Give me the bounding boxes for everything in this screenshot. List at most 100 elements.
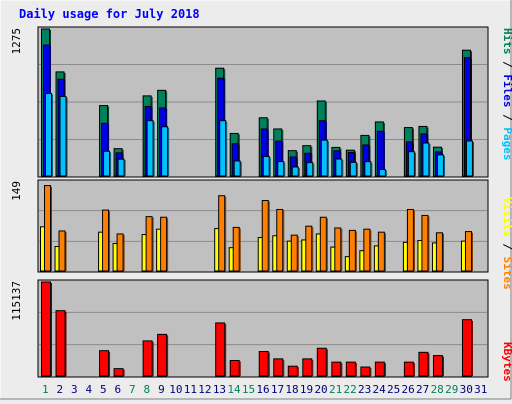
bar-kbytes-day-26 — [403, 361, 415, 377]
chart-panels: 1275 149 115137 — [10, 26, 489, 378]
bar-sites-day-17 — [276, 208, 285, 272]
x-axis-labels: 1 2 3 4 5 6 7 8 9 10 11 12 13 14 15 16 17 18 19 20 21 22 23 24 2… — [42, 383, 487, 396]
bar-kbytes-day-9 — [157, 333, 169, 377]
bar-kbytes-day-8 — [142, 340, 154, 377]
bar-kbytes-day-16 — [258, 351, 270, 377]
bar-pages-day-18 — [291, 166, 300, 177]
legend-item-kbytes: KBytes — [501, 342, 512, 382]
bar-pages-day-22 — [349, 161, 358, 177]
x-tick-label: 1 — [42, 383, 49, 396]
bar-pages-day-23 — [364, 161, 373, 177]
bar-sites-day-6 — [116, 233, 125, 272]
bar-kbytes-day-13 — [215, 322, 227, 377]
bar-sites-day-20 — [319, 216, 328, 272]
y-max-label-kbytes: 115137 — [10, 281, 23, 321]
legend-item-files: Files — [501, 74, 512, 107]
bar-kbytes-day-1 — [41, 281, 52, 377]
bar-sites-day-28 — [435, 232, 444, 272]
x-tick-label: 18 — [285, 383, 298, 396]
bar-kbytes-day-27 — [418, 351, 430, 377]
x-tick-label: 25 — [387, 383, 400, 396]
legend-sites-visits: Visits / Sites — [501, 197, 512, 290]
bar-sites-day-21 — [334, 227, 343, 272]
bar-kbytes-day-20 — [316, 347, 328, 377]
x-tick-label: 2 — [56, 383, 63, 396]
x-tick-label: 3 — [71, 383, 78, 396]
legend-item-visits: Visits — [501, 197, 512, 237]
legend-item-hits: Hits — [501, 28, 512, 55]
bar-pages-day-8 — [146, 120, 155, 177]
bar-pages-day-5 — [103, 150, 112, 177]
x-tick-label: 30 — [460, 383, 473, 396]
legend-item-sep1: / — [501, 237, 512, 257]
bar-pages-day-26 — [407, 151, 416, 177]
bar-pages-day-2 — [59, 95, 68, 177]
x-tick-label: 8 — [144, 383, 151, 396]
x-tick-label: 7 — [129, 383, 136, 396]
bar-pages-day-16 — [262, 156, 271, 177]
bar-kbytes-day-19 — [302, 358, 314, 377]
x-tick-label: 21 — [329, 383, 342, 396]
x-tick-label: 29 — [445, 383, 458, 396]
bar-kbytes-day-5 — [99, 350, 111, 377]
bar-kbytes-day-24 — [374, 361, 386, 377]
bar-kbytes-day-2 — [55, 310, 67, 377]
bar-kbytes-day-28 — [432, 355, 444, 377]
legend-item-sep1: / — [501, 108, 512, 128]
x-tick-label: 23 — [358, 383, 371, 396]
bar-sites-day-9 — [160, 216, 169, 272]
x-tick-label: 22 — [343, 383, 356, 396]
x-tick-label: 27 — [416, 383, 429, 396]
bar-pages-day-14 — [233, 160, 242, 177]
legend-pages-files-hits: Hits / Files / Pages — [501, 28, 512, 161]
x-tick-label: 11 — [184, 383, 197, 396]
x-tick-label: 31 — [474, 383, 487, 396]
x-tick-label: 28 — [431, 383, 444, 396]
bar-sites-day-30 — [464, 231, 473, 272]
bar-pages-day-30 — [465, 140, 474, 177]
bar-sites-day-16 — [261, 200, 270, 272]
bar-pages-day-21 — [335, 158, 344, 177]
x-tick-label: 13 — [213, 383, 226, 396]
x-tick-label: 26 — [402, 383, 415, 396]
bar-sites-day-2 — [58, 230, 67, 272]
bar-kbytes-day-17 — [273, 358, 285, 377]
bar-pages-day-27 — [422, 142, 431, 177]
bar-pages-day-19 — [306, 162, 315, 177]
y-max-label-sites_visits: 149 — [10, 181, 23, 201]
bar-pages-day-28 — [436, 154, 445, 177]
bar-pages-day-17 — [277, 161, 286, 177]
x-tick-label: 17 — [271, 383, 284, 396]
bar-sites-day-1 — [44, 185, 52, 272]
bar-sites-day-14 — [232, 226, 241, 272]
bar-sites-day-13 — [218, 195, 227, 272]
bar-kbytes-day-18 — [287, 365, 299, 377]
x-tick-label: 19 — [300, 383, 313, 396]
legend-item-sep2: / — [501, 55, 512, 75]
bar-sites-day-5 — [102, 209, 111, 272]
bar-sites-day-27 — [421, 214, 430, 272]
x-tick-label: 12 — [198, 383, 211, 396]
x-tick-label: 6 — [115, 383, 122, 396]
x-tick-label: 20 — [314, 383, 327, 396]
x-tick-label: 14 — [227, 383, 241, 396]
bar-pages-day-6 — [117, 158, 126, 177]
bar-pages-day-24 — [378, 169, 387, 177]
bar-kbytes-day-22 — [345, 361, 357, 377]
bar-pages-day-9 — [161, 126, 170, 177]
x-tick-label: 15 — [242, 383, 255, 396]
x-tick-label: 16 — [256, 383, 269, 396]
bar-sites-day-23 — [363, 228, 372, 272]
x-tick-label: 24 — [373, 383, 387, 396]
bar-kbytes-day-23 — [360, 366, 372, 377]
bar-kbytes-day-30 — [461, 319, 473, 377]
x-tick-label: 9 — [158, 383, 165, 396]
bar-sites-day-8 — [145, 216, 154, 272]
bar-kbytes-day-21 — [331, 361, 343, 377]
x-tick-label: 4 — [85, 383, 92, 396]
bar-pages-day-13 — [219, 120, 228, 177]
bar-sites-day-19 — [305, 225, 314, 272]
bar-sites-day-18 — [290, 234, 299, 272]
